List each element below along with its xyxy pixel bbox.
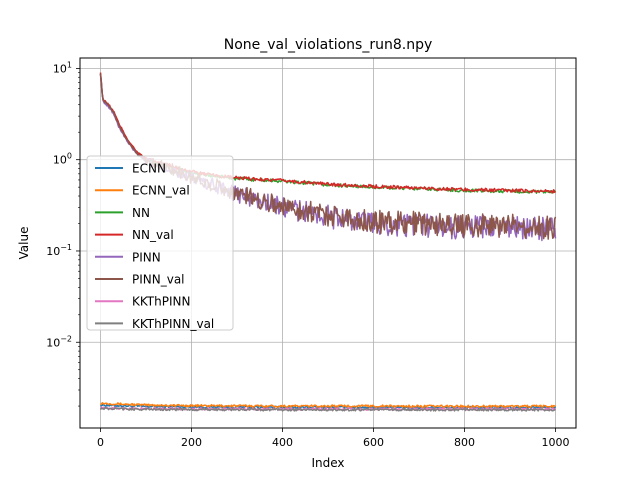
y-tick-label: 10−2 — [46, 334, 72, 349]
legend-label: ECNN_val — [132, 184, 190, 198]
x-tick-label: 1000 — [542, 436, 570, 449]
x-tick-label: 400 — [272, 436, 293, 449]
y-tick-label: 101 — [53, 60, 72, 75]
x-tick-label: 0 — [97, 436, 104, 449]
y-tick-label: 10−1 — [46, 243, 72, 258]
legend-box — [86, 155, 234, 331]
plot-frame — [79, 57, 577, 429]
axis-ticks: 0 200 400 600 800 1000 10−2 10−1 100 101 — [46, 60, 569, 449]
legend-label: PINN — [132, 250, 161, 264]
legend: ECNN ECNN_val NN NN_val PINN PINN_val KKThPINN… — [86, 155, 234, 331]
legend-label: ECNN — [132, 162, 166, 176]
x-axis-label: Index — [311, 456, 344, 470]
chart-title: None_val_violations_run8.npy — [224, 37, 433, 53]
series-line-kkthpinn-val — [99, 406, 556, 412]
legend-label: KKThPINN_val — [132, 317, 214, 331]
legend-label: NN — [132, 206, 150, 220]
legend-label: NN_val — [132, 228, 174, 242]
series-line-ecnn-val — [100, 402, 556, 409]
x-tick-label: 200 — [181, 436, 202, 449]
legend-label: PINN_val — [132, 273, 185, 287]
x-tick-label: 600 — [363, 436, 384, 449]
y-axis-label: Value — [17, 227, 31, 260]
legend-label: KKThPINN — [132, 295, 190, 309]
y-tick-label: 100 — [53, 152, 72, 167]
x-tick-label: 800 — [454, 436, 475, 449]
